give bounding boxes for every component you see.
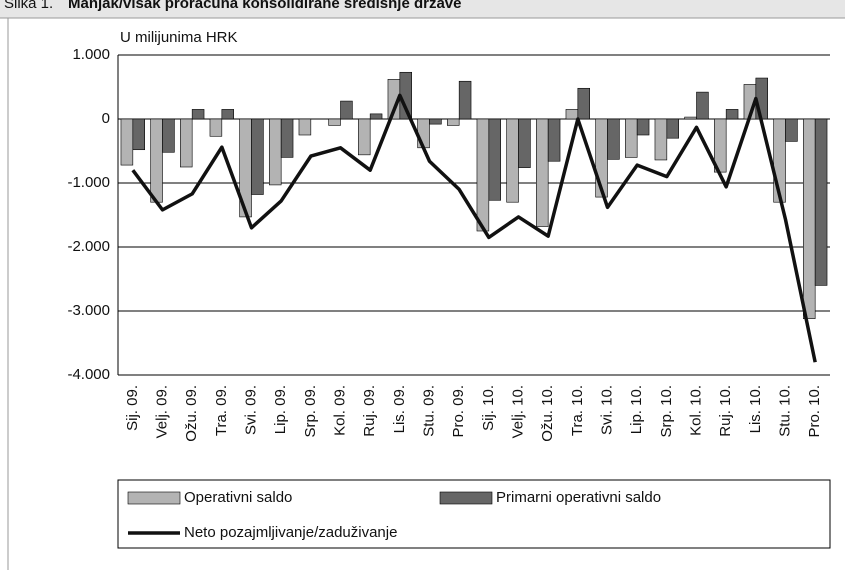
bar bbox=[221, 109, 234, 120]
bar bbox=[506, 118, 519, 203]
legend-swatch bbox=[127, 491, 181, 505]
bar bbox=[636, 118, 650, 136]
bar bbox=[565, 109, 579, 120]
bar bbox=[666, 118, 679, 139]
bar bbox=[429, 118, 442, 125]
x-tick-label: Lip. 10. bbox=[628, 385, 645, 434]
legend-swatch bbox=[439, 491, 493, 505]
x-tick-label: Stu. 10. bbox=[776, 385, 793, 437]
x-tick-label: Kol. 10. bbox=[687, 385, 704, 436]
bar bbox=[696, 91, 709, 120]
bar bbox=[607, 118, 620, 160]
bar bbox=[577, 87, 590, 120]
x-tick-label: Sij. 10. bbox=[480, 385, 497, 431]
bar bbox=[535, 118, 549, 227]
bar bbox=[476, 118, 490, 232]
x-tick-label: Srp. 09. bbox=[302, 385, 319, 438]
bar bbox=[180, 118, 193, 168]
x-tick-label: Ožu. 10. bbox=[539, 385, 556, 442]
y-tick-label: 1.000 bbox=[72, 46, 110, 63]
bar bbox=[684, 116, 697, 120]
x-tick-label: Tra. 10. bbox=[569, 385, 586, 436]
x-tick-label: Ruj. 09. bbox=[361, 385, 378, 437]
figure-label: Slika 1. bbox=[4, 0, 53, 12]
bar bbox=[132, 118, 145, 151]
bar bbox=[518, 118, 531, 168]
y-tick-label: 0 bbox=[102, 110, 110, 127]
bar bbox=[654, 118, 668, 161]
x-tick-label: Lis. 10. bbox=[747, 385, 764, 433]
y-tick-label: -2.000 bbox=[67, 238, 110, 255]
legend-box bbox=[117, 479, 831, 549]
bar bbox=[357, 118, 371, 156]
x-tick-label: Stu. 09. bbox=[420, 385, 437, 437]
bar bbox=[458, 80, 472, 120]
bar bbox=[814, 118, 828, 286]
x-tick-label: Pro. 09. bbox=[450, 385, 467, 438]
bar bbox=[417, 118, 430, 149]
bar bbox=[191, 109, 205, 120]
bar bbox=[328, 118, 341, 126]
bar bbox=[280, 118, 294, 158]
x-tick-label: Lip. 09. bbox=[272, 385, 289, 434]
bar bbox=[488, 118, 502, 201]
bar bbox=[725, 109, 739, 120]
unit-label: U milijunima HRK bbox=[120, 29, 238, 46]
bar bbox=[150, 118, 163, 203]
y-tick-label: -1.000 bbox=[67, 174, 110, 191]
bar bbox=[547, 118, 561, 162]
chart-title: Manjak/višak proračuna konsolidirane sre… bbox=[68, 0, 462, 12]
bar bbox=[209, 118, 223, 137]
x-tick-label: Svi. 10. bbox=[598, 385, 615, 435]
title-bar bbox=[0, 0, 845, 18]
x-tick-label: Lis. 09. bbox=[391, 385, 408, 433]
bar bbox=[162, 118, 175, 153]
bar bbox=[785, 118, 798, 142]
x-tick-label: Kol. 09. bbox=[331, 385, 348, 436]
line bbox=[131, 93, 817, 363]
bar bbox=[802, 118, 816, 319]
x-tick-label: Srp. 10. bbox=[658, 385, 675, 438]
legend-label: Primarni operativni saldo bbox=[496, 489, 661, 506]
bar bbox=[340, 100, 353, 120]
bar bbox=[446, 118, 460, 126]
y-tick-label: -3.000 bbox=[67, 302, 110, 319]
x-tick-label: Velj. 10. bbox=[509, 385, 526, 438]
bar bbox=[268, 118, 282, 186]
x-tick-label: Sij. 09. bbox=[124, 385, 141, 431]
legend-label: Neto pozajmljivanje/zaduživanje bbox=[184, 524, 397, 541]
x-tick-label: Ruj. 10. bbox=[717, 385, 734, 437]
x-tick-label: Ožu. 09. bbox=[183, 385, 200, 442]
bar bbox=[369, 113, 383, 120]
x-tick-label: Velj. 09. bbox=[153, 385, 170, 438]
bar bbox=[624, 118, 638, 158]
x-tick-label: Svi. 09. bbox=[242, 385, 259, 435]
x-tick-label: Tra. 09. bbox=[213, 385, 230, 436]
bar bbox=[251, 118, 264, 195]
legend-label: Operativni saldo bbox=[184, 489, 292, 506]
bar bbox=[120, 118, 134, 166]
bar bbox=[298, 118, 312, 136]
y-tick-label: -4.000 bbox=[67, 366, 110, 383]
x-tick-label: Pro. 10. bbox=[806, 385, 823, 438]
